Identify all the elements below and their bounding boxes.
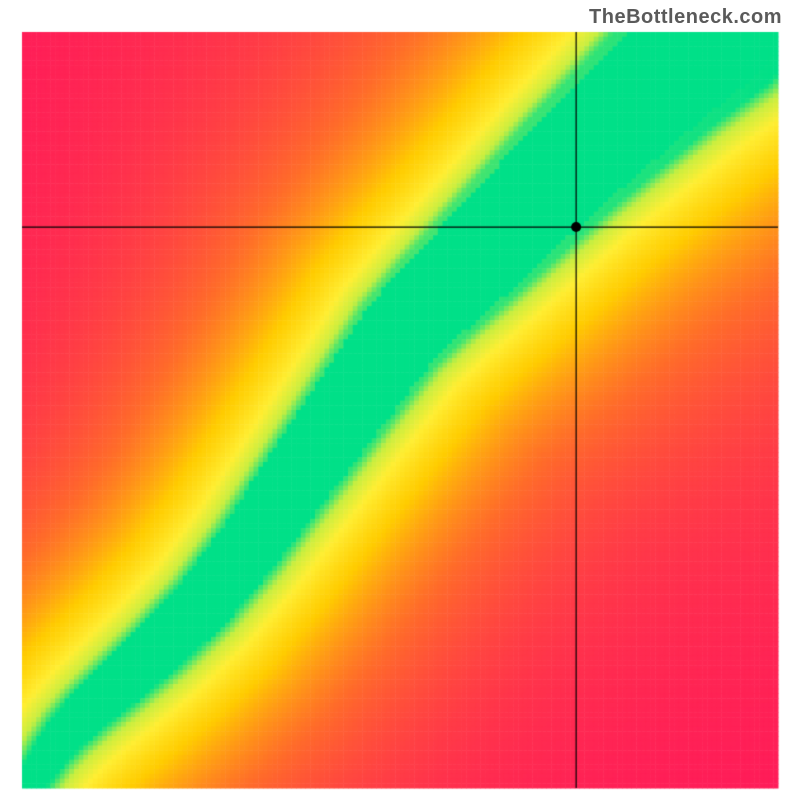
- heatmap-canvas: [0, 0, 800, 800]
- watermark-text: TheBottleneck.com: [589, 6, 782, 29]
- chart-container: TheBottleneck.com: [0, 0, 800, 800]
